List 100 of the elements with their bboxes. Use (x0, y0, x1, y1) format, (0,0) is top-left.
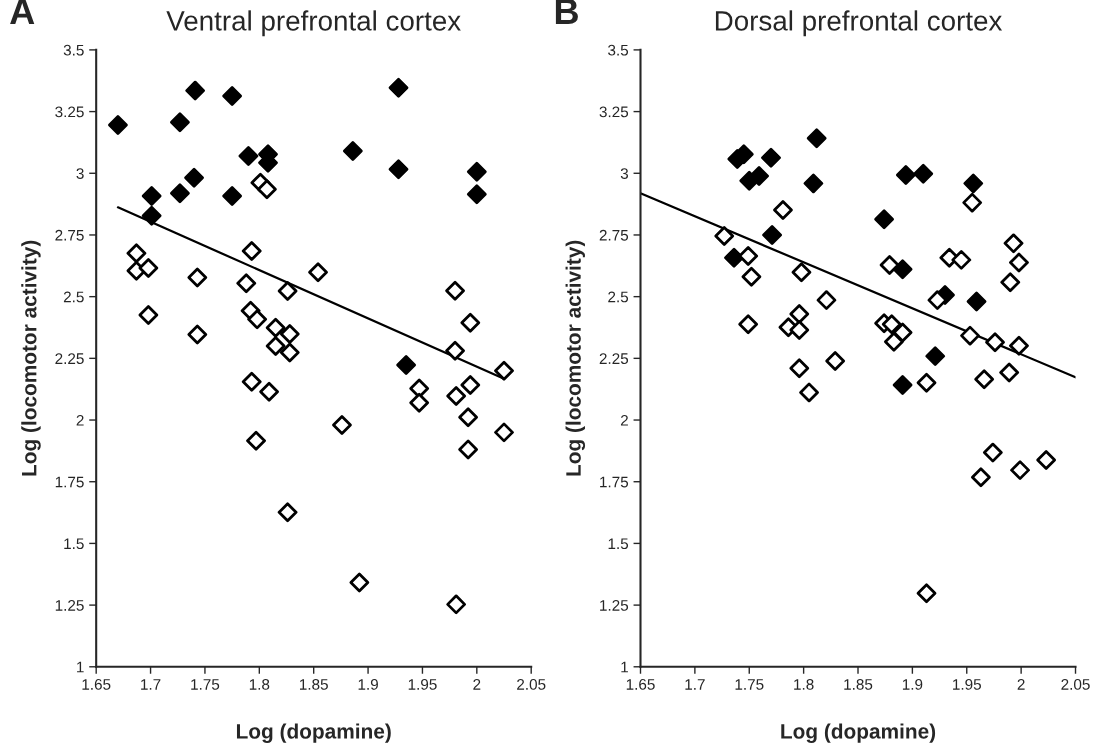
point (816, 290, 837, 310)
x-tick-label: 1.95 (953, 679, 981, 690)
point (138, 305, 159, 325)
y-tick-label: 1.25 (600, 599, 629, 611)
x-tick-label: 1.7 (141, 679, 161, 690)
point (445, 340, 465, 361)
x-tick-label: 1.65 (626, 679, 655, 690)
point (170, 183, 190, 204)
point (141, 186, 162, 206)
point (803, 173, 824, 194)
point (332, 415, 352, 435)
y-tick-label: 2.75 (55, 229, 84, 241)
x-tick-label: 1.65 (82, 679, 111, 690)
point (789, 304, 810, 324)
point (185, 80, 206, 101)
point (265, 317, 286, 338)
point (279, 324, 300, 344)
x-tick-label: 2 (473, 679, 481, 690)
point (1003, 233, 1024, 254)
point (971, 467, 991, 488)
y-tick-label: 1.75 (600, 476, 629, 488)
point (466, 184, 487, 205)
point (277, 281, 298, 301)
point (184, 167, 204, 188)
point (265, 336, 286, 356)
point (246, 430, 266, 451)
y-tick-label: 1.5 (64, 538, 84, 550)
point (170, 112, 190, 133)
text: B (555, 0, 578, 24)
x-tick-label: 1.75 (735, 679, 764, 690)
point (466, 161, 487, 182)
point (241, 241, 262, 261)
point (141, 205, 162, 226)
point (236, 273, 257, 294)
point (241, 371, 262, 392)
y-tick-label: 2 (76, 414, 84, 426)
point (396, 355, 417, 375)
point (960, 325, 980, 346)
point (279, 342, 300, 363)
y-tick-label: 3.5 (63, 44, 84, 56)
point (138, 258, 159, 278)
point (985, 332, 1005, 353)
point (458, 439, 479, 460)
point (749, 166, 769, 186)
y-tick-label: 3.5 (608, 44, 629, 56)
x-tick-label: 1.85 (299, 679, 328, 690)
point (925, 346, 946, 367)
point (458, 407, 479, 428)
y-tick-label: 3 (620, 168, 629, 179)
point (222, 186, 243, 206)
point (874, 209, 894, 230)
point (108, 115, 128, 135)
point (308, 262, 328, 283)
point (277, 502, 298, 523)
point (895, 165, 916, 185)
point (892, 375, 913, 395)
x-tick-label: 1.7 (685, 679, 705, 690)
point (724, 247, 744, 268)
point (884, 331, 904, 352)
y-tick-label: 2.5 (63, 291, 84, 303)
point (126, 243, 147, 264)
x-axis-title: Log (dopamine) (781, 723, 936, 743)
point (881, 314, 902, 335)
text: A (10, 0, 35, 24)
y-tick-label: 1 (77, 661, 84, 673)
point (962, 192, 983, 213)
point (1010, 460, 1030, 481)
point (738, 246, 759, 266)
y-tick-label: 2.25 (599, 353, 629, 365)
y-axis-title: Log (locomotor activity) (565, 240, 586, 476)
point (409, 378, 430, 399)
point (913, 163, 934, 184)
point (892, 259, 913, 280)
point (806, 128, 827, 149)
y-tick-label: 1 (621, 661, 628, 673)
x-tick-label: 1.8 (249, 679, 270, 690)
point (445, 280, 465, 301)
point (1009, 252, 1029, 273)
point (714, 226, 735, 246)
point (446, 594, 467, 615)
point (1009, 335, 1029, 356)
y-axis-title: Log (locomotor activity) (21, 240, 41, 476)
point (761, 147, 781, 168)
point (951, 249, 972, 270)
chart-title: Ventral prefrontal cortex (166, 10, 461, 37)
x-tick-label: 1.75 (191, 679, 220, 690)
y-tick-label: 1.75 (55, 476, 84, 488)
point (999, 362, 1020, 383)
point (388, 159, 409, 180)
x-tick-label: 1.9 (358, 679, 378, 690)
point (974, 369, 995, 390)
chart-title: Dorsal prefrontal cortex (715, 10, 1003, 37)
x-tick-label: 1.9 (902, 679, 923, 690)
point (982, 442, 1003, 463)
x-tick-label: 1.95 (408, 679, 437, 690)
point (791, 262, 812, 283)
point (963, 173, 984, 194)
y-tick-label: 3.25 (55, 106, 84, 118)
point (738, 314, 759, 335)
y-tick-label: 2.25 (55, 353, 84, 365)
